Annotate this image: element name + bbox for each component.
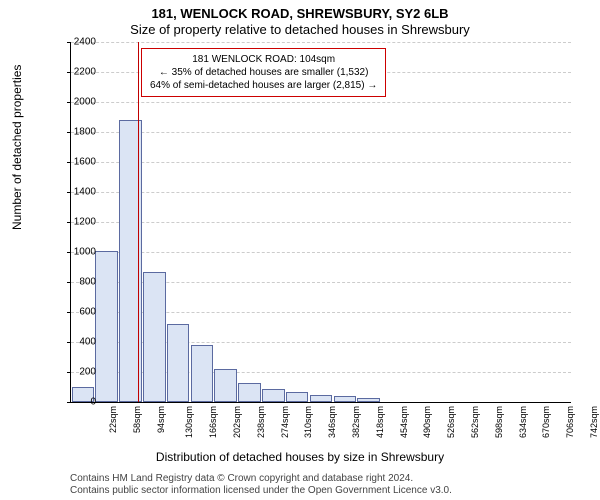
annotation-line1: 181 WENLOCK ROAD: 104sqm [150, 53, 377, 66]
xtick-label: 598sqm [494, 406, 504, 438]
gridline [71, 192, 571, 193]
gridline [71, 162, 571, 163]
y-axis-label: Number of detached properties [10, 65, 24, 230]
annotation-box: 181 WENLOCK ROAD: 104sqm ← 35% of detach… [141, 48, 386, 97]
gridline [71, 42, 571, 43]
xtick-label: 58sqm [132, 406, 142, 433]
xtick-label: 94sqm [156, 406, 166, 433]
xtick-label: 490sqm [422, 406, 432, 438]
xtick-label: 742sqm [589, 406, 599, 438]
xtick-label: 454sqm [399, 406, 409, 438]
histogram-bar [143, 272, 166, 403]
xtick-label: 526sqm [446, 406, 456, 438]
xtick-label: 166sqm [208, 406, 218, 438]
gridline [71, 252, 571, 253]
histogram-bar [167, 324, 190, 402]
histogram-bar [238, 383, 261, 403]
gridline [71, 132, 571, 133]
chart-title-line1: 181, WENLOCK ROAD, SHREWSBURY, SY2 6LB [0, 6, 600, 21]
xtick-label: 634sqm [518, 406, 528, 438]
ytick-label: 1000 [66, 247, 96, 258]
footer-line1: Contains HM Land Registry data © Crown c… [70, 473, 413, 484]
ytick-label: 800 [66, 277, 96, 288]
gridline [71, 102, 571, 103]
histogram-bar [286, 392, 309, 403]
xtick-label: 418sqm [375, 406, 385, 438]
ytick-label: 0 [66, 397, 96, 408]
histogram-bar [357, 398, 380, 403]
footer-line2: Contains public sector information licen… [70, 485, 452, 496]
histogram-bar [191, 345, 214, 402]
xtick-label: 346sqm [327, 406, 337, 438]
gridline [71, 222, 571, 223]
marker-line [138, 42, 139, 402]
ytick-label: 1200 [66, 217, 96, 228]
plot-area: 22sqm58sqm94sqm130sqm166sqm202sqm238sqm2… [70, 42, 571, 403]
ytick-label: 2000 [66, 97, 96, 108]
histogram-bar [262, 389, 285, 403]
ytick-label: 1400 [66, 187, 96, 198]
annotation-line3: 64% of semi-detached houses are larger (… [150, 79, 377, 92]
histogram-bar [214, 369, 237, 402]
xtick-label: 22sqm [108, 406, 118, 433]
xtick-label: 670sqm [542, 406, 552, 438]
histogram-bar [334, 396, 357, 402]
xtick-label: 274sqm [280, 406, 290, 438]
ytick-label: 200 [66, 367, 96, 378]
histogram-bar [310, 395, 333, 403]
xtick-label: 130sqm [184, 406, 194, 438]
ytick-label: 1600 [66, 157, 96, 168]
ytick-label: 600 [66, 307, 96, 318]
histogram-bar [95, 251, 118, 403]
xtick-label: 382sqm [351, 406, 361, 438]
x-axis-label: Distribution of detached houses by size … [0, 450, 600, 464]
chart-container: 181, WENLOCK ROAD, SHREWSBURY, SY2 6LB S… [0, 0, 600, 500]
ytick-label: 400 [66, 337, 96, 348]
xtick-label: 706sqm [565, 406, 575, 438]
chart-title-line2: Size of property relative to detached ho… [0, 22, 600, 37]
xtick-label: 238sqm [256, 406, 266, 438]
xtick-label: 562sqm [470, 406, 480, 438]
ytick-label: 2400 [66, 37, 96, 48]
ytick-label: 2200 [66, 67, 96, 78]
xtick-label: 310sqm [303, 406, 313, 438]
xtick-label: 202sqm [232, 406, 242, 438]
ytick-label: 1800 [66, 127, 96, 138]
annotation-line2: ← 35% of detached houses are smaller (1,… [150, 66, 377, 79]
